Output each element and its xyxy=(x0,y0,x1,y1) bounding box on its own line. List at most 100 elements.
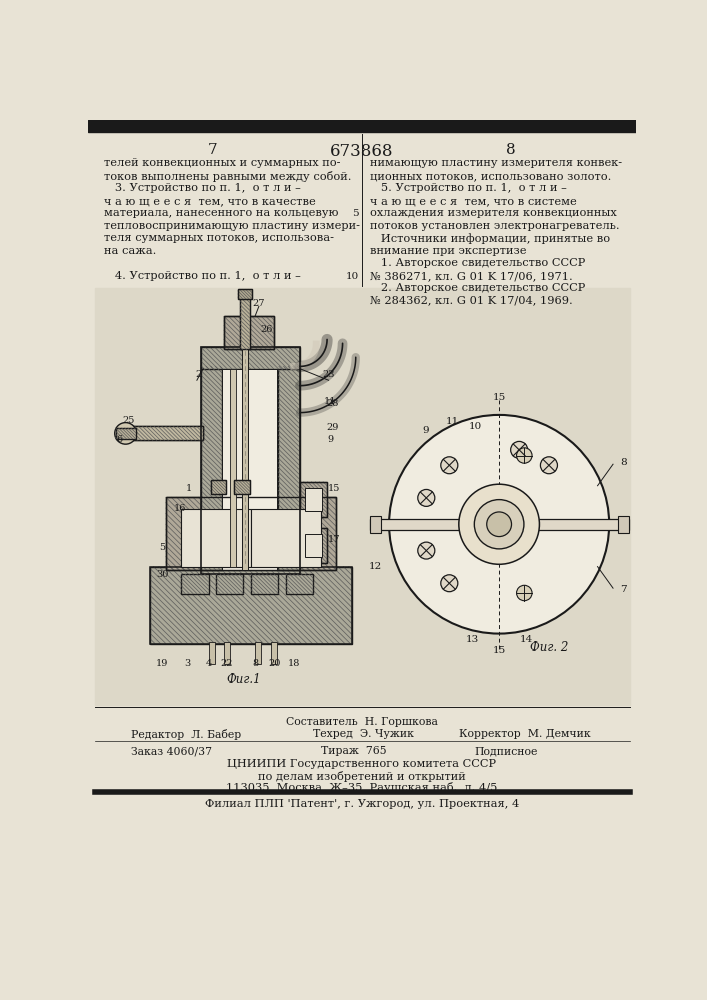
Bar xyxy=(151,567,352,644)
Text: потоков установлен электронагреватель.: потоков установлен электронагреватель. xyxy=(370,221,619,231)
Text: 4: 4 xyxy=(205,659,211,668)
Text: 113035, Москва, Ж–35, Раушская наб., д. 4/5: 113035, Москва, Ж–35, Раушская наб., д. … xyxy=(226,782,498,793)
Bar xyxy=(255,642,261,664)
Text: Фиг. 2: Фиг. 2 xyxy=(530,641,568,654)
Circle shape xyxy=(510,441,527,458)
Bar xyxy=(242,347,248,570)
Text: № 284362, кл. G 01 K 17/04, 1969.: № 284362, кл. G 01 K 17/04, 1969. xyxy=(370,296,573,306)
Text: 1: 1 xyxy=(186,484,192,493)
Text: 5: 5 xyxy=(159,543,165,552)
Circle shape xyxy=(418,542,435,559)
Bar xyxy=(211,480,226,494)
Text: Фиг.1: Фиг.1 xyxy=(226,673,261,686)
Text: 15: 15 xyxy=(328,484,340,493)
Bar xyxy=(224,316,274,349)
Bar xyxy=(95,288,630,705)
Text: 16: 16 xyxy=(174,504,186,513)
Bar xyxy=(305,534,322,557)
Bar xyxy=(166,497,337,570)
Text: Составитель  Н. Горшкова: Составитель Н. Горшкова xyxy=(286,717,438,727)
Bar xyxy=(234,480,250,494)
Text: телей конвекционных и суммарных по-: телей конвекционных и суммарных по- xyxy=(104,158,340,168)
Text: 29: 29 xyxy=(327,424,339,432)
Text: по делам изобретений и открытий: по делам изобретений и открытий xyxy=(258,771,466,782)
Bar xyxy=(166,497,337,570)
Text: 6: 6 xyxy=(117,435,122,444)
Bar xyxy=(126,426,203,440)
Text: материала, нанесенного на кольцевую: материала, нанесенного на кольцевую xyxy=(104,208,339,218)
Text: 14: 14 xyxy=(520,635,533,644)
Text: 17: 17 xyxy=(328,535,340,544)
Bar xyxy=(370,519,629,530)
Circle shape xyxy=(517,448,532,463)
Circle shape xyxy=(474,500,524,549)
Text: 8: 8 xyxy=(506,143,515,157)
Bar xyxy=(300,528,327,563)
Text: 30: 30 xyxy=(156,570,168,579)
Bar xyxy=(201,347,300,369)
Text: 18: 18 xyxy=(288,659,300,668)
Text: 5: 5 xyxy=(352,209,359,218)
Bar xyxy=(126,426,203,440)
Text: теля суммарных потоков, использова-: теля суммарных потоков, использова- xyxy=(104,233,334,243)
Text: 9: 9 xyxy=(327,435,333,444)
Text: 5. Устройство по п. 1,  о т л и –: 5. Устройство по п. 1, о т л и – xyxy=(370,183,566,193)
Bar xyxy=(201,347,300,574)
Circle shape xyxy=(459,484,539,564)
Bar xyxy=(251,574,279,594)
Bar xyxy=(271,642,276,664)
Bar xyxy=(182,509,251,567)
Circle shape xyxy=(440,575,458,592)
Circle shape xyxy=(517,585,532,601)
Text: 26: 26 xyxy=(260,325,273,334)
Bar xyxy=(305,488,322,511)
Text: 9: 9 xyxy=(422,426,429,435)
Text: 13: 13 xyxy=(465,635,479,644)
Circle shape xyxy=(418,489,435,506)
Text: 19: 19 xyxy=(156,659,168,668)
Bar xyxy=(240,297,250,349)
Text: 15: 15 xyxy=(493,646,506,655)
Text: ЦНИИПИ Государственного комитета СССР: ЦНИИПИ Государственного комитета СССР xyxy=(228,759,496,769)
Text: токов выполнены равными между собой.: токов выполнены равными между собой. xyxy=(104,171,351,182)
Bar xyxy=(238,289,252,299)
Bar xyxy=(618,516,629,533)
Text: 1. Авторское свидетельство СССР: 1. Авторское свидетельство СССР xyxy=(370,258,585,268)
Text: 22: 22 xyxy=(220,659,233,668)
Bar xyxy=(279,366,300,570)
Bar xyxy=(370,516,380,533)
Circle shape xyxy=(540,457,557,474)
Bar xyxy=(209,642,215,664)
Bar xyxy=(230,369,236,567)
Circle shape xyxy=(115,423,136,444)
Text: 4. Устройство по п. 1,  о т л и –: 4. Устройство по п. 1, о т л и – xyxy=(104,271,300,281)
Text: № 386271, кл. G 01 K 17/06, 1971.: № 386271, кл. G 01 K 17/06, 1971. xyxy=(370,271,573,281)
Bar xyxy=(223,369,276,570)
Bar xyxy=(251,509,321,567)
Bar xyxy=(201,366,223,570)
Text: Филиал ПЛП 'Патент', г. Ужгород, ул. Проектная, 4: Филиал ПЛП 'Патент', г. Ужгород, ул. Про… xyxy=(205,799,519,809)
Bar xyxy=(300,482,327,517)
Text: 12: 12 xyxy=(368,562,382,571)
Text: Тираж  765: Тираж 765 xyxy=(321,746,387,756)
Text: Источники информации, принятые во: Источники информации, принятые во xyxy=(370,233,610,244)
Text: 7: 7 xyxy=(208,143,217,157)
Text: 10: 10 xyxy=(346,272,359,281)
Bar xyxy=(182,574,209,594)
Text: Редактор  Л. Бабер: Редактор Л. Бабер xyxy=(131,729,241,740)
Bar xyxy=(115,428,136,439)
Text: 20: 20 xyxy=(268,659,281,668)
Bar xyxy=(300,482,327,517)
Text: 8: 8 xyxy=(252,659,258,668)
Text: тепловоспринимающую пластину измери-: тепловоспринимающую пластину измери- xyxy=(104,221,360,231)
Text: 23: 23 xyxy=(322,370,335,379)
Text: 7: 7 xyxy=(620,585,626,594)
Text: Заказ 4060/37: Заказ 4060/37 xyxy=(131,746,212,756)
Text: 11: 11 xyxy=(446,417,460,426)
Text: 15: 15 xyxy=(493,393,506,402)
Text: 2. Авторское свидетельство СССР: 2. Авторское свидетельство СССР xyxy=(370,283,585,293)
Text: внимание при экспертизе: внимание при экспертизе xyxy=(370,246,526,256)
Text: 25: 25 xyxy=(122,416,135,425)
Bar xyxy=(224,642,230,664)
Bar xyxy=(216,574,243,594)
